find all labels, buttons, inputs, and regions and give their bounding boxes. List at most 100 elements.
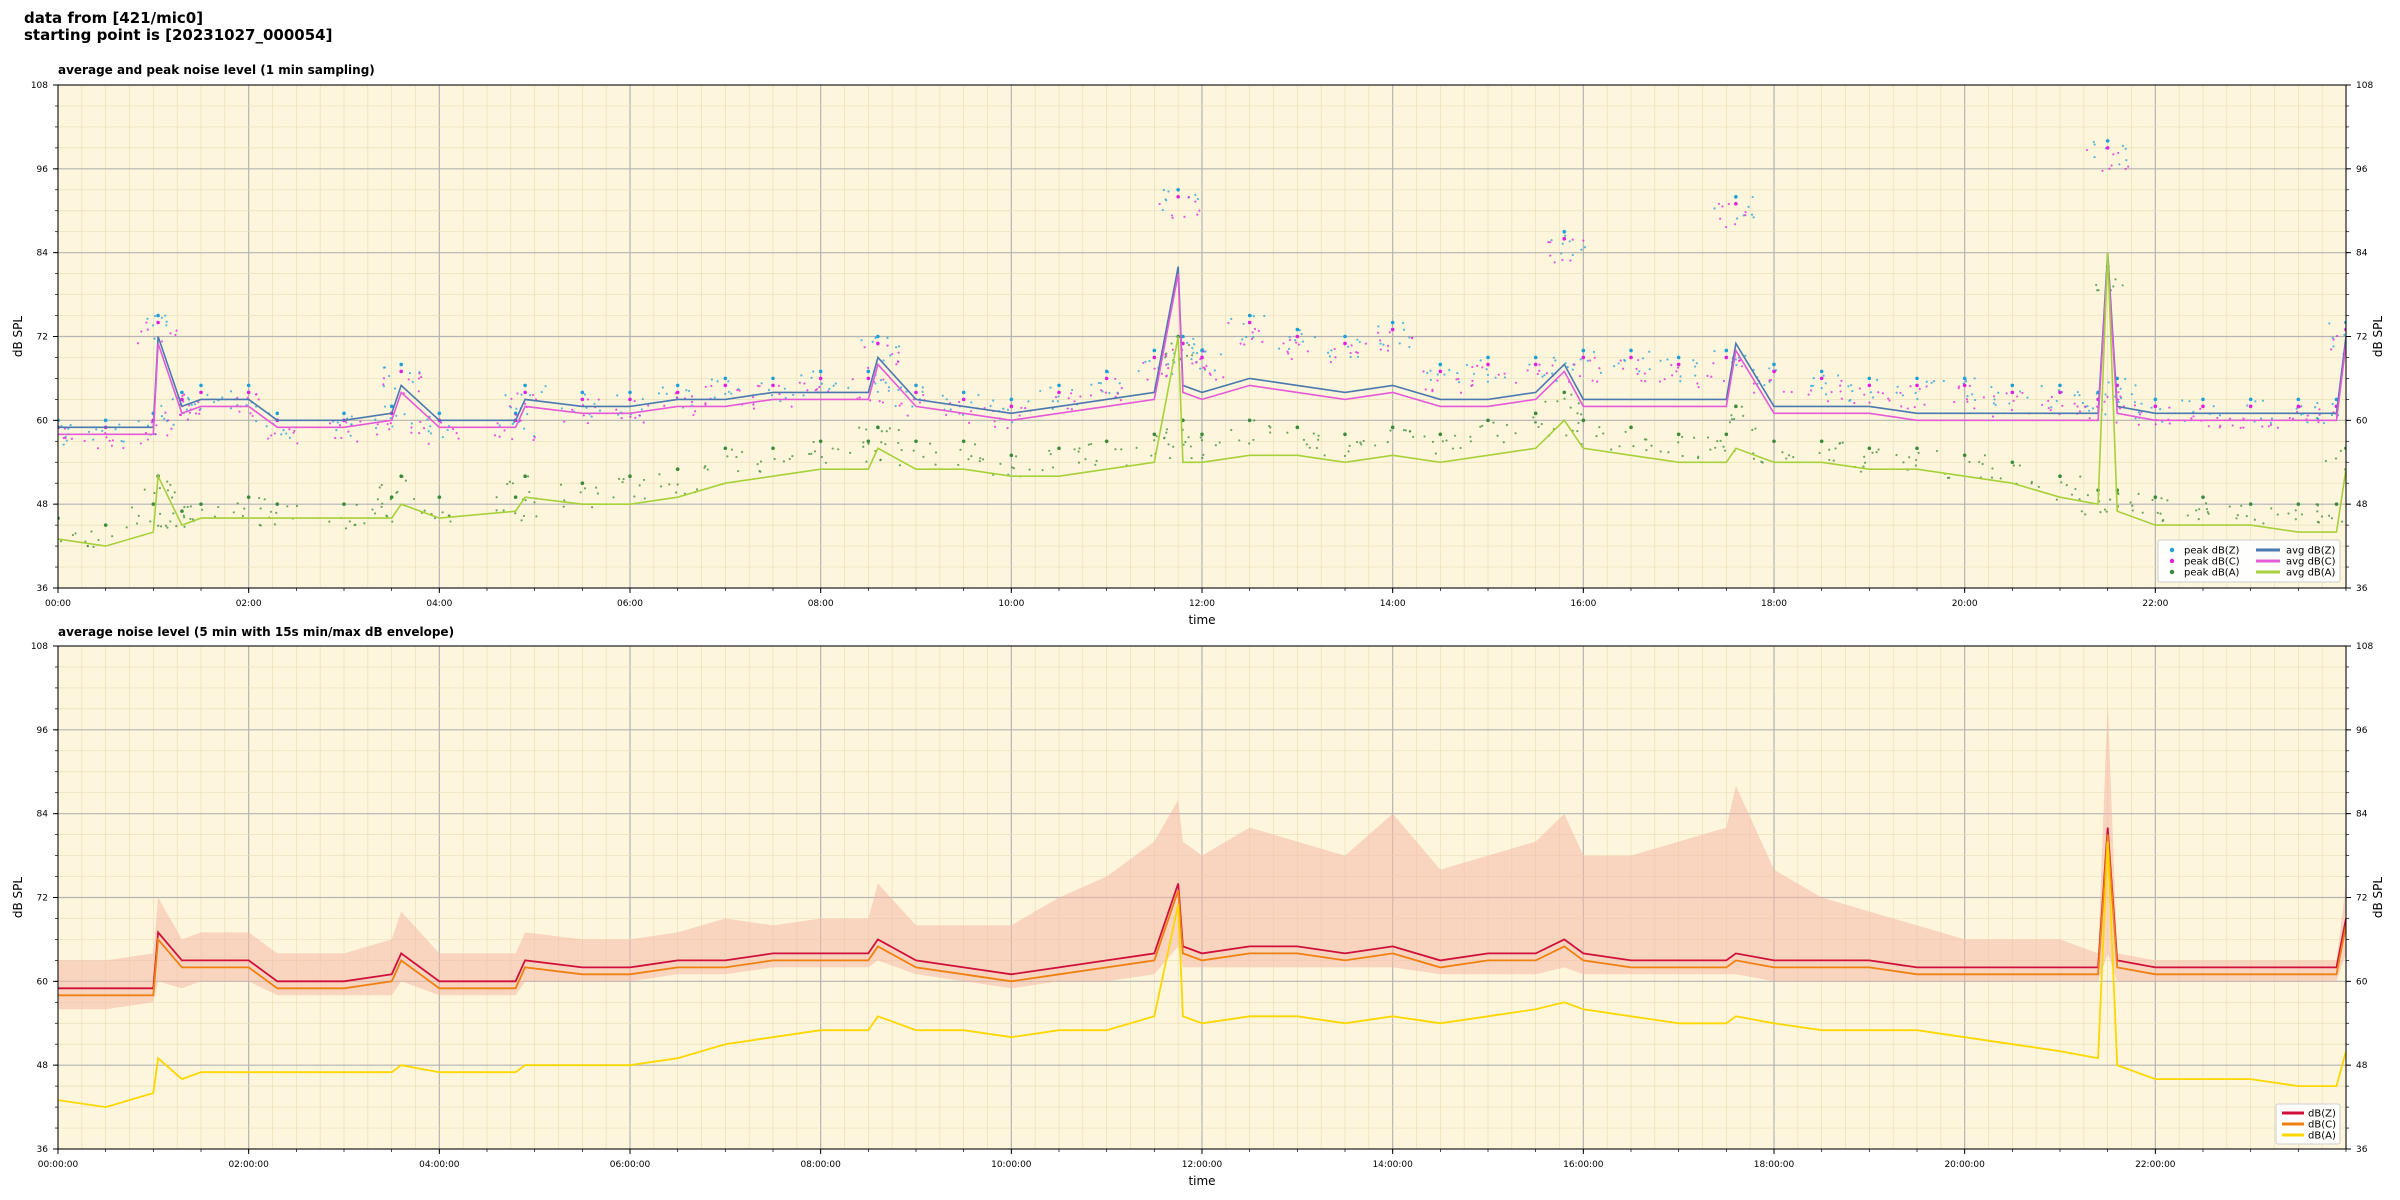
data-point-jitter xyxy=(1012,467,1015,470)
data-point xyxy=(156,320,160,325)
data-point-jitter xyxy=(616,394,619,397)
data-point-jitter xyxy=(756,384,759,387)
data-point-jitter xyxy=(638,484,641,487)
data-point-jitter xyxy=(1165,363,1168,366)
data-point-jitter xyxy=(251,414,254,418)
data-point-jitter xyxy=(1168,456,1172,460)
data-point-jitter xyxy=(1895,391,1898,394)
data-point-jitter xyxy=(676,483,679,486)
data-point-jitter xyxy=(382,377,386,380)
data-point-jitter xyxy=(676,396,679,399)
data-point xyxy=(1533,411,1538,416)
data-point-jitter xyxy=(2242,417,2245,420)
data-point-jitter xyxy=(1200,439,1204,442)
data-point-jitter xyxy=(2134,417,2137,420)
data-point-jitter xyxy=(1839,390,1842,393)
figure-header: data from [421/mic0] starting point is [… xyxy=(24,10,332,44)
data-point-jitter xyxy=(1252,315,1255,318)
data-point-jitter xyxy=(1503,372,1506,375)
data-point-jitter xyxy=(736,388,739,392)
data-point-jitter xyxy=(1269,431,1272,434)
data-point-jitter xyxy=(2287,512,2290,515)
data-point-jitter xyxy=(1252,336,1255,339)
data-point-jitter xyxy=(586,398,590,401)
data-point xyxy=(437,495,442,499)
data-point-jitter xyxy=(2012,464,2015,467)
data-point-jitter xyxy=(1253,419,1256,422)
data-point-jitter xyxy=(1881,392,1885,395)
data-point-jitter xyxy=(170,427,173,431)
data-point-jitter xyxy=(376,423,379,426)
data-point-jitter xyxy=(2295,410,2299,414)
data-point-jitter xyxy=(2074,487,2077,491)
data-point xyxy=(2248,502,2253,506)
data-point-jitter xyxy=(1595,435,1598,438)
data-point-jitter xyxy=(1057,395,1060,398)
data-point-jitter xyxy=(1382,343,1385,346)
data-point-jitter xyxy=(186,505,189,509)
x-tick-label: 12:00:00 xyxy=(1182,1160,1223,1170)
data-point xyxy=(1734,404,1738,409)
data-point-jitter xyxy=(594,486,598,489)
data-point-jitter xyxy=(70,437,74,440)
data-point-jitter xyxy=(164,314,167,317)
data-point-jitter xyxy=(1171,216,1174,219)
data-point-jitter xyxy=(1923,403,1926,406)
data-point-jitter xyxy=(598,409,602,412)
y-tick-label-right: 48 xyxy=(2356,1061,2368,1071)
data-point-jitter xyxy=(511,422,514,426)
data-point-jitter xyxy=(381,502,384,505)
data-point xyxy=(1438,369,1443,374)
data-point-jitter xyxy=(810,376,813,379)
data-point xyxy=(1295,327,1300,332)
data-point xyxy=(876,341,880,346)
data-point-jitter xyxy=(1896,385,1899,388)
data-point-jitter xyxy=(249,412,252,415)
data-point-jitter xyxy=(1849,398,1852,402)
data-point-jitter xyxy=(579,491,582,494)
data-point-jitter xyxy=(1732,417,1736,421)
data-point-jitter xyxy=(880,441,883,444)
data-point-jitter xyxy=(1735,217,1739,220)
data-point-jitter xyxy=(2316,510,2319,513)
data-point-jitter xyxy=(2076,390,2079,394)
x-tick-label: 10:00:00 xyxy=(991,1160,1032,1170)
data-point-jitter xyxy=(514,512,517,515)
data-point-jitter xyxy=(403,413,406,416)
data-point-jitter xyxy=(1408,430,1411,433)
data-point-jitter xyxy=(1193,343,1196,346)
data-point-jitter xyxy=(2218,426,2221,429)
plot-marks xyxy=(58,139,2346,548)
data-point-jitter xyxy=(447,514,450,517)
data-point-jitter xyxy=(1194,200,1197,203)
data-point-jitter xyxy=(1423,435,1426,438)
data-point-jitter xyxy=(136,342,140,345)
data-point-jitter xyxy=(1116,392,1119,395)
data-point-jitter xyxy=(1569,259,1572,262)
data-point-jitter xyxy=(1238,439,1241,442)
data-point-jitter xyxy=(1622,367,1625,370)
data-point-jitter xyxy=(340,436,343,440)
data-point-jitter xyxy=(1538,369,1541,372)
data-point-jitter xyxy=(2081,401,2085,405)
data-point xyxy=(961,397,966,402)
data-point-jitter xyxy=(1202,350,1205,353)
data-point-jitter xyxy=(1734,196,1737,199)
data-point-jitter xyxy=(2240,504,2243,507)
data-point-jitter xyxy=(1640,379,1643,382)
data-point-jitter xyxy=(1317,438,1320,441)
data-point xyxy=(1915,383,1919,388)
data-point-jitter xyxy=(1356,351,1359,354)
data-point-jitter xyxy=(620,417,623,420)
data-point xyxy=(523,390,527,395)
data-point-jitter xyxy=(348,520,351,523)
data-point-jitter xyxy=(1915,458,1918,462)
data-point-jitter xyxy=(190,403,193,406)
data-point-jitter xyxy=(1374,444,1377,447)
data-point xyxy=(1009,397,1014,402)
data-point-jitter xyxy=(1349,355,1352,359)
data-point-jitter xyxy=(1677,441,1680,444)
data-point-jitter xyxy=(493,434,497,437)
data-point-jitter xyxy=(906,414,909,417)
data-point-jitter xyxy=(1471,365,1474,369)
